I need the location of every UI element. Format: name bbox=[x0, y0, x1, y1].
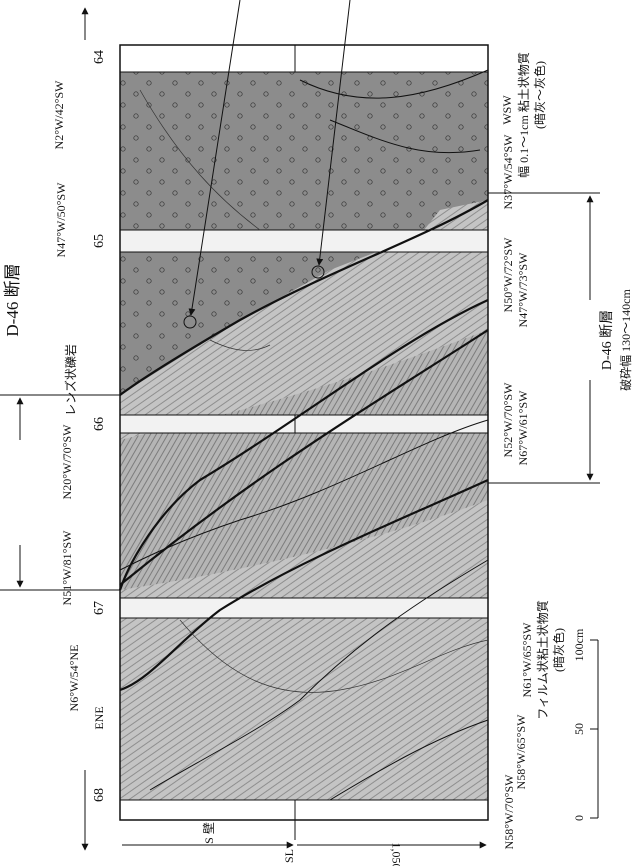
joint-line bbox=[139, 89, 261, 231]
scale-bar bbox=[590, 639, 599, 819]
fault-label: D-46 断層 bbox=[599, 310, 615, 370]
bedding-line bbox=[119, 419, 489, 571]
station-label: 64 bbox=[92, 50, 107, 64]
fault-width: 破砕幅 130～140cm bbox=[618, 289, 633, 391]
fault-label: D-46 断層 bbox=[3, 263, 22, 336]
wall-outline bbox=[119, 44, 489, 821]
orientation-label: N6°W/54°NE bbox=[67, 645, 81, 712]
scale-label: 50 bbox=[572, 723, 586, 735]
orientation-label: N47°W/73°SW bbox=[516, 252, 530, 328]
station-band bbox=[119, 414, 489, 434]
fault-line bbox=[118, 298, 489, 591]
sheared-zone bbox=[120, 330, 488, 590]
station-band bbox=[119, 799, 489, 821]
bedding-line bbox=[329, 119, 481, 154]
pointer-arrow bbox=[316, 0, 351, 266]
orientation-label: N37°W/54°SW bbox=[501, 134, 515, 210]
fault-line bbox=[119, 329, 489, 586]
orientation-label: N2°W/42°SW bbox=[52, 80, 66, 150]
fault-line bbox=[119, 199, 489, 396]
scale-label: 100cm bbox=[572, 628, 586, 661]
bedding-line bbox=[149, 559, 489, 791]
material-label: 幅 0.1～1cm 粘土状物質 bbox=[516, 52, 531, 178]
orientation-label: N20°W/70°SW bbox=[60, 424, 74, 500]
labels: 64 65 66 67 68 WSW ENE D-46 断層 D-46 断層 破… bbox=[3, 50, 633, 866]
wall bbox=[119, 44, 489, 840]
sample-point bbox=[183, 315, 197, 329]
orientation-label: N52°W/70°SW bbox=[501, 382, 515, 458]
orientation-label: N67°W/61°SW bbox=[516, 390, 530, 466]
orientation-label: N51°W/81°SW bbox=[60, 530, 74, 606]
station-label: 65 bbox=[92, 234, 107, 248]
fault-line bbox=[119, 478, 489, 692]
wall-label: S 壁 bbox=[201, 822, 216, 844]
direction-label: ENE bbox=[92, 706, 106, 729]
pointer-arrow bbox=[188, 0, 241, 316]
sample-point bbox=[311, 265, 325, 279]
material-label: (暗灰色) bbox=[551, 628, 566, 672]
orientation-label: N47°W/50°SW bbox=[54, 182, 68, 258]
orientation-label: N58°W/70°SW bbox=[502, 774, 516, 850]
fault-markers bbox=[0, 7, 600, 851]
elevation-label: 1,050 bbox=[389, 843, 403, 866]
orientation-label: N50°W/72°SW bbox=[501, 237, 515, 313]
direction-label: WSW bbox=[500, 95, 514, 125]
scale-label: 0 bbox=[572, 815, 586, 821]
station-label: 66 bbox=[92, 417, 107, 431]
material-label: フィルム状粘土状物質 bbox=[535, 600, 550, 720]
structure-lines bbox=[118, 0, 489, 801]
orientation-label: N58°W/65°SW bbox=[514, 714, 528, 790]
joint-line bbox=[179, 619, 489, 693]
lens bbox=[209, 339, 271, 351]
rock-label: レンズ状礫岩 bbox=[63, 344, 78, 416]
station-band bbox=[119, 597, 489, 619]
station-band bbox=[119, 229, 489, 253]
bedding-line bbox=[329, 719, 489, 801]
sl-label: SL bbox=[282, 849, 296, 863]
station-label: 68 bbox=[92, 788, 107, 802]
orientation-label: N61°W/65°SW bbox=[520, 622, 534, 698]
bedding-line bbox=[299, 69, 489, 99]
station-label: 67 bbox=[92, 601, 107, 615]
material-label: (暗灰～灰色) bbox=[532, 61, 547, 129]
station-band bbox=[119, 44, 489, 73]
